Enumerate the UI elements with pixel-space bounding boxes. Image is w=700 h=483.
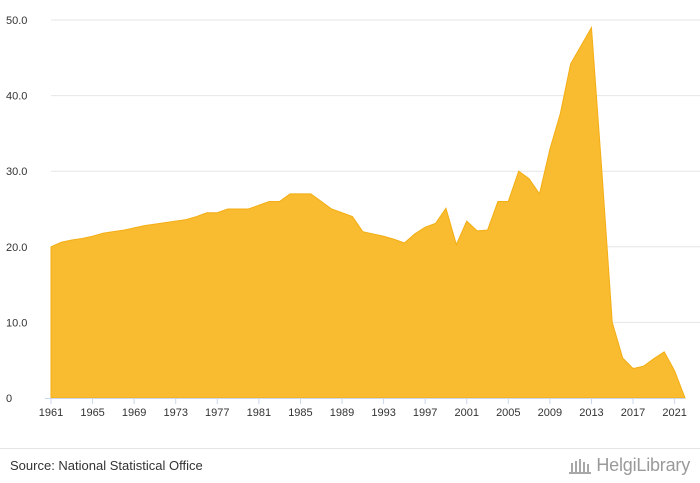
x-tick-label: 1993 — [371, 407, 395, 419]
x-axis: 1961 1965 1969 1973 1977 1981 1985 1989 1993 1997… — [39, 398, 687, 419]
x-tick-label: 1981 — [247, 407, 271, 419]
x-tick-label: 1965 — [80, 407, 104, 419]
y-axis: 0 10.0 20.0 30.0 40.0 50.0 — [6, 15, 27, 405]
x-tick-label: 1977 — [205, 407, 229, 419]
x-tick-label: 2005 — [496, 407, 520, 419]
y-tick-label: 20.0 — [6, 242, 27, 254]
x-tick-label: 2013 — [579, 407, 603, 419]
source-note: Source: National Statistical Office — [10, 458, 203, 473]
x-tick-label: 2021 — [662, 407, 686, 419]
area-fill — [50, 25, 686, 399]
y-tick-label: 0 — [6, 393, 12, 405]
area-series — [50, 25, 686, 399]
x-tick-label: 1973 — [163, 407, 187, 419]
y-tick-label: 50.0 — [6, 15, 27, 27]
brand-name: HelgiLibrary — [596, 455, 690, 475]
y-tick-label: 30.0 — [6, 166, 27, 178]
brand-logo: HelgiLibrary — [568, 455, 690, 476]
area-chart: 010.020.030.040.050.0 1961 1965 1969 1973 19… — [6, 15, 700, 419]
x-tick-label: 1961 — [39, 407, 63, 419]
x-tick-label: 2001 — [454, 407, 478, 419]
x-tick-label: 1989 — [330, 407, 354, 419]
x-tick-label: 1969 — [122, 407, 146, 419]
library-icon — [569, 458, 592, 474]
y-tick-label: 10.0 — [6, 317, 27, 329]
x-tick-label: 2009 — [538, 407, 562, 419]
x-tick-label: 1997 — [413, 407, 437, 419]
x-tick-label: 2017 — [621, 407, 645, 419]
chart-footer: Source: National Statistical Office Helg… — [0, 448, 700, 483]
x-tick-label: 1985 — [288, 407, 312, 419]
y-tick-label: 40.0 — [6, 91, 27, 103]
